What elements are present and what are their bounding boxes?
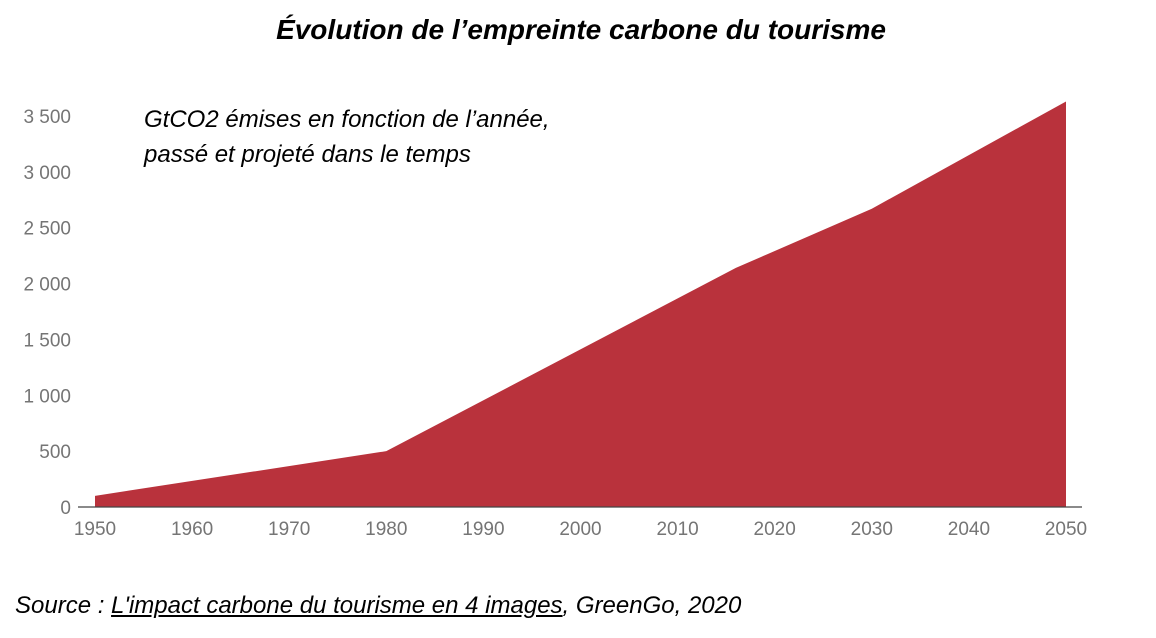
y-tick-label-0: 0 — [60, 498, 71, 519]
x-tick-label-2000: 2000 — [559, 519, 601, 540]
y-tick-label-2000: 2 000 — [23, 275, 71, 296]
y-tick-label-3500: 3 500 — [23, 107, 71, 128]
source-prefix: Source : — [15, 592, 112, 619]
x-tick-label-1960: 1960 — [171, 519, 213, 540]
x-tick-label-2030: 2030 — [851, 519, 893, 540]
x-tick-label-2040: 2040 — [948, 519, 990, 540]
area-series — [95, 101, 1066, 507]
annotation-line-2: passé et projeté dans le temps — [144, 141, 471, 168]
x-tick-label-1950: 1950 — [74, 519, 116, 540]
annotation-line-1: GtCO2 émises en fonction de l’année, — [144, 106, 550, 133]
y-tick-label-1500: 1 500 — [23, 330, 71, 351]
x-tick-label-2020: 2020 — [754, 519, 796, 540]
source-suffix: , GreenGo, 2020 — [562, 592, 742, 619]
source-citation: Source : L'impact carbone du tourisme en… — [15, 592, 741, 620]
x-tick-label-2010: 2010 — [656, 519, 698, 540]
chart-annotation: GtCO2 émises en fonction de l’année, pas… — [144, 102, 550, 172]
x-tick-label-1970: 1970 — [268, 519, 310, 540]
y-tick-label-500: 500 — [39, 442, 71, 463]
y-tick-label-1000: 1 000 — [23, 386, 71, 407]
source-link[interactable]: L'impact carbone du tourisme en 4 images — [111, 592, 563, 619]
y-tick-label-2500: 2 500 — [23, 219, 71, 240]
chart-title: Évolution de l’empreinte carbone du tour… — [276, 14, 886, 45]
x-tick-label-1980: 1980 — [365, 519, 407, 540]
y-tick-label-3000: 3 000 — [23, 163, 71, 184]
x-tick-label-2050: 2050 — [1045, 519, 1087, 540]
x-tick-label-1990: 1990 — [462, 519, 504, 540]
